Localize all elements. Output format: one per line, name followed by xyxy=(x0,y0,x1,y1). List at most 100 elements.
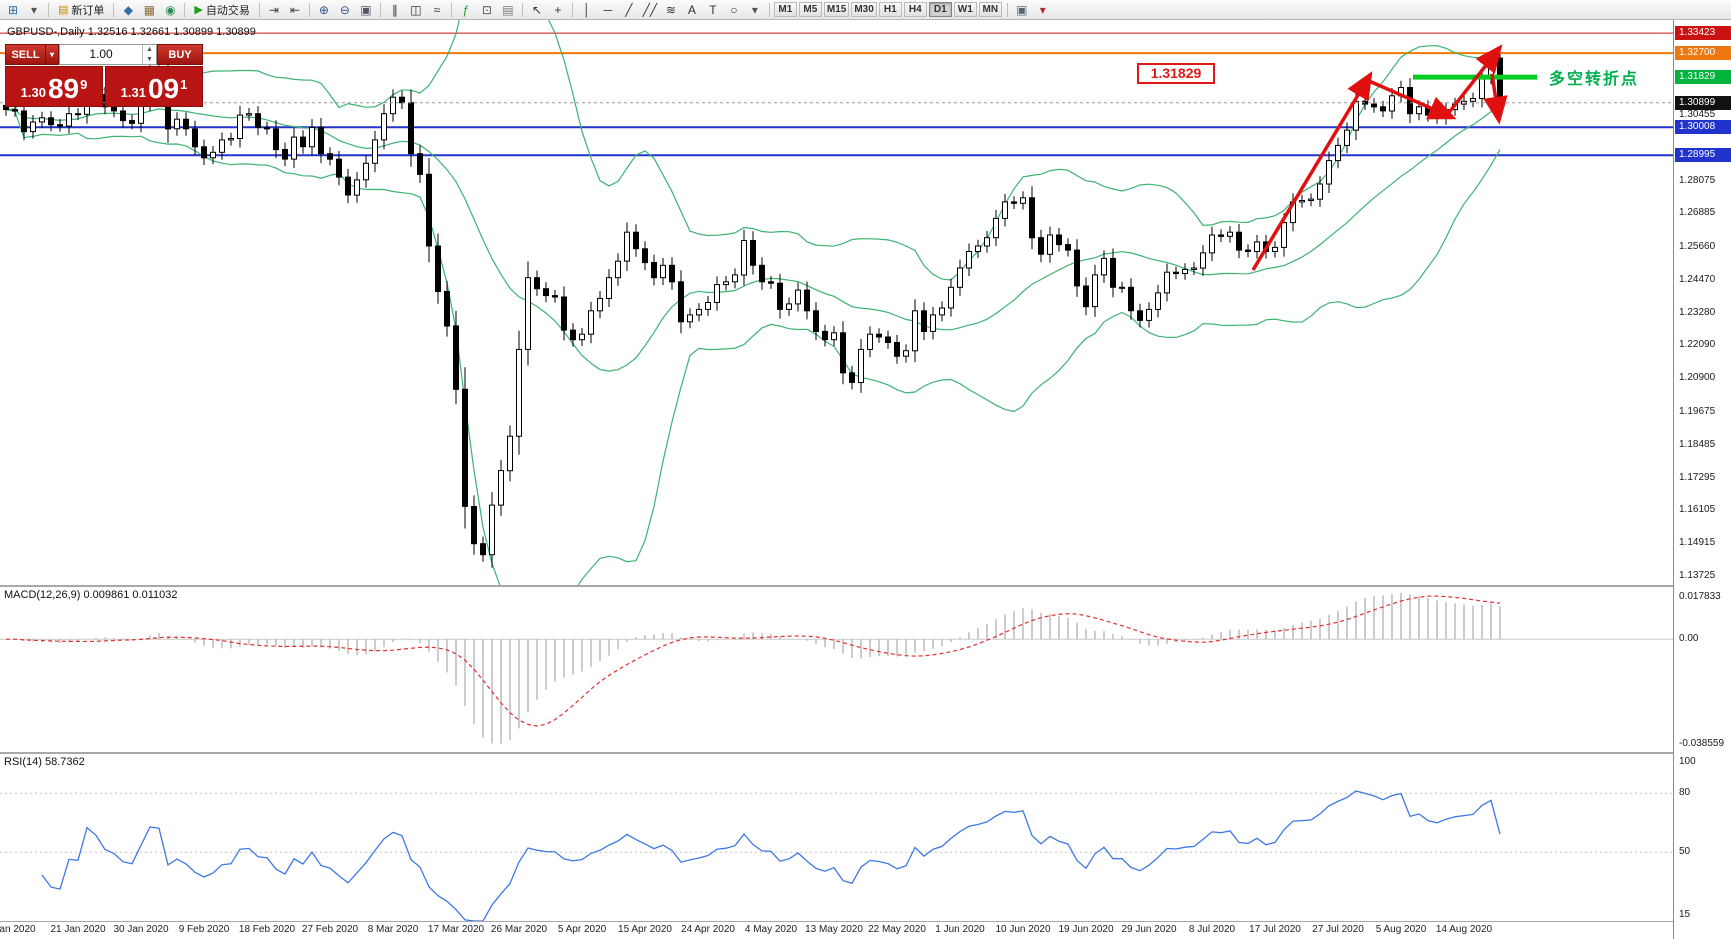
bid-price-display[interactable]: 1.30 89 9 xyxy=(5,66,103,107)
toolbar-separator xyxy=(184,2,186,17)
bollinger-upper-line xyxy=(5,20,1501,281)
date-tick: 8 Jul 2020 xyxy=(1188,924,1236,935)
autotrade-button[interactable]: ▶ 自动交易 xyxy=(189,2,254,18)
toolbar-separator xyxy=(571,2,573,17)
ask-price-pip: 1 xyxy=(180,77,188,92)
bid-price-pip: 9 xyxy=(80,77,88,92)
panel-separator[interactable] xyxy=(0,752,1731,754)
toolbar-separator xyxy=(768,2,770,17)
price-annotation-flag[interactable]: 1.31829 xyxy=(1137,63,1215,84)
templates-icon[interactable]: ▤ xyxy=(502,2,514,17)
toolbar-separator xyxy=(48,2,49,17)
ask-price-display[interactable]: 1.31 09 1 xyxy=(105,66,203,107)
bollinger-bands xyxy=(5,20,1501,585)
timeframe-W1-button[interactable]: W1 xyxy=(953,2,977,17)
chart-dropdown-icon[interactable]: ▾ xyxy=(30,2,38,17)
date-tick: 21 Jan 2020 xyxy=(50,924,106,935)
macd-indicator-pane[interactable]: MACD(12,26,9) 0.009861 0.011032 xyxy=(0,587,1673,752)
new-order-button[interactable]: ▤ 新订单 xyxy=(53,2,109,18)
volume-input[interactable]: 1.00 ▲ ▼ xyxy=(59,44,157,65)
rsi-axis-tick: 50 xyxy=(1679,846,1691,857)
main-price-chart[interactable] xyxy=(0,20,1673,585)
new-order-button-label: 新订单 xyxy=(71,4,105,17)
vertical-line-icon[interactable]: │ xyxy=(583,2,591,17)
sell-dropdown-icon[interactable]: ▾ xyxy=(45,44,59,65)
toolbar-separator xyxy=(308,2,310,17)
channel-icon[interactable]: ╱╱ xyxy=(642,2,658,17)
sell-button[interactable]: SELL xyxy=(5,44,45,65)
horizontal-level-lines[interactable] xyxy=(0,32,1673,157)
scroll-to-end-icon[interactable]: ⇥ xyxy=(268,2,279,17)
bid-price-prefix: 1.30 xyxy=(20,85,46,100)
trend-arrows[interactable] xyxy=(1251,44,1508,271)
price-tick: 1.14915 xyxy=(1679,537,1716,548)
timeframe-D1-button[interactable]: D1 xyxy=(928,2,952,17)
price-tick: 1.24470 xyxy=(1679,274,1716,285)
new-chart-icon[interactable]: ⊞ xyxy=(7,2,19,17)
one-click-trade-panel: SELL ▾ 1.00 ▲ ▼ BUY 1.30 89 9 1.31 09 1 xyxy=(5,44,203,107)
autotrade-button-icon: ▶ xyxy=(194,4,203,16)
date-tick: 4 May 2020 xyxy=(744,924,798,935)
timeframe-H4-button[interactable]: H4 xyxy=(903,2,927,17)
rsi-axis-tick: 80 xyxy=(1679,787,1691,798)
date-tick: 8 Mar 2020 xyxy=(367,924,419,935)
date-tick: 5 Apr 2020 xyxy=(557,924,607,935)
date-axis[interactable]: Jan 2020 21 Jan 2020 30 Jan 2020 9 Feb 2020… xyxy=(0,922,1673,939)
volume-value[interactable]: 1.00 xyxy=(89,47,113,61)
bar-chart-icon[interactable]: ∥ xyxy=(391,2,398,17)
tile-windows-icon[interactable]: ▣ xyxy=(360,2,372,17)
trendline-icon[interactable]: ╱ xyxy=(625,2,633,17)
date-tick: Jan 2020 xyxy=(0,924,36,935)
macd-axis-zero: 0.00 xyxy=(1679,633,1699,644)
timeframe-H1-button[interactable]: H1 xyxy=(878,2,902,17)
periods-icon[interactable]: ⊡ xyxy=(481,2,492,17)
volume-up-icon[interactable]: ▲ xyxy=(146,46,153,54)
macd-canvas[interactable] xyxy=(0,587,1673,752)
date-tick: 29 Jun 2020 xyxy=(1121,924,1177,935)
timeframe-M15-button[interactable]: M15 xyxy=(823,2,850,17)
turning-point-text[interactable]: 多空转折点 xyxy=(1549,71,1640,88)
date-tick: 26 Mar 2020 xyxy=(490,924,548,935)
volume-stepper[interactable]: ▲ ▼ xyxy=(142,45,156,64)
toolbar-separator xyxy=(1006,2,1008,17)
date-tick: 10 Jun 2020 xyxy=(995,924,1051,935)
fibonacci-icon[interactable]: ≋ xyxy=(665,2,676,17)
toolbar-separator xyxy=(113,2,115,17)
more-dropdown-icon[interactable]: ▾ xyxy=(1039,2,1046,17)
timeframe-M1-button[interactable]: M1 xyxy=(773,2,797,17)
zoom-out-icon[interactable]: ⊖ xyxy=(339,2,350,17)
main-chart-canvas[interactable] xyxy=(0,20,1673,585)
rsi-canvas[interactable] xyxy=(0,754,1673,921)
cursor-icon[interactable]: ↖ xyxy=(531,2,542,17)
text-icon[interactable]: A xyxy=(687,2,696,17)
timeframe-M30-button[interactable]: M30 xyxy=(851,2,877,17)
zoom-in-icon[interactable]: ⊕ xyxy=(318,2,329,17)
price-tick: 1.17295 xyxy=(1679,472,1716,483)
crosshair-icon[interactable]: + xyxy=(554,2,562,17)
horizontal-line-icon[interactable]: ─ xyxy=(603,2,613,17)
price-axis[interactable]: 1.316451.304551.280751.268851.256601.244… xyxy=(1673,20,1731,939)
timeframe-M5-button[interactable]: M5 xyxy=(798,2,822,17)
indicators-icon[interactable]: ƒ xyxy=(462,2,470,17)
rsi-indicator-pane[interactable]: RSI(14) 58.7362 xyxy=(0,754,1673,921)
volume-down-icon[interactable]: ▼ xyxy=(146,55,153,63)
date-tick: 19 Jun 2020 xyxy=(1058,924,1114,935)
timeframe-MN-button[interactable]: MN xyxy=(978,2,1002,17)
panel-separator[interactable] xyxy=(0,585,1731,587)
chart-shift-icon[interactable]: ⇤ xyxy=(289,2,300,17)
navigator-icon[interactable]: ◉ xyxy=(165,2,176,17)
date-tick: 15 Apr 2020 xyxy=(618,924,672,935)
data-window-icon[interactable]: ▦ xyxy=(143,2,156,17)
line-chart-icon[interactable]: ≈ xyxy=(433,2,441,17)
price-label-1.30008: 1.30008 xyxy=(1675,120,1731,134)
window-layout-icon[interactable]: ▣ xyxy=(1016,2,1028,17)
toolbar-separator xyxy=(450,2,452,17)
candlestick-chart-icon[interactable]: ◫ xyxy=(410,2,422,17)
marketwatch-icon[interactable]: ◆ xyxy=(123,2,134,17)
buy-button[interactable]: BUY xyxy=(157,44,203,65)
shapes-dropdown-icon[interactable]: ▾ xyxy=(751,2,758,17)
label-icon[interactable]: T xyxy=(709,2,717,17)
shapes-icon[interactable]: ○ xyxy=(730,2,738,17)
price-tick: 1.19675 xyxy=(1679,406,1716,417)
